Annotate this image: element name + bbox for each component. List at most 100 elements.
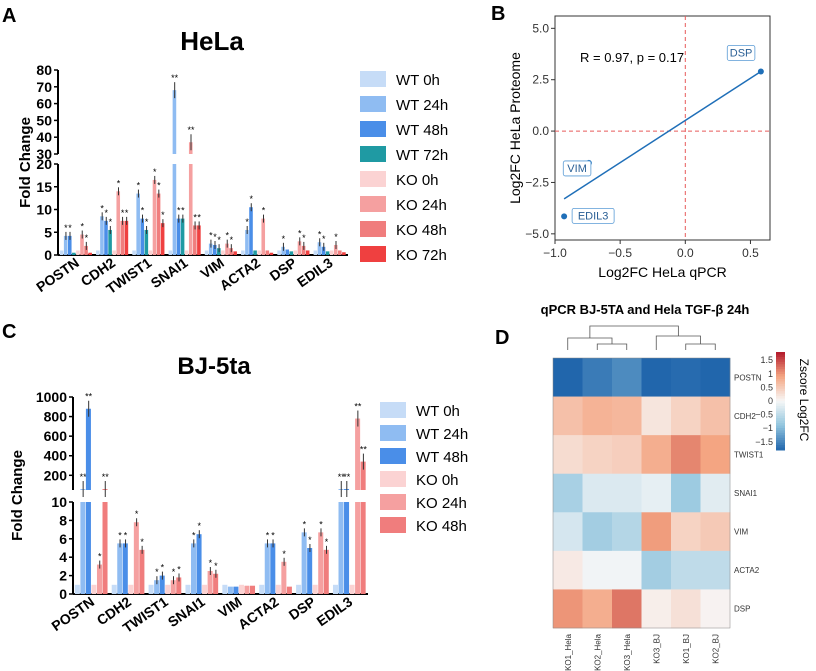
bar-ko-24h (355, 502, 361, 594)
legend-label: WT 24h (396, 97, 448, 114)
bar-wt-48h (321, 246, 326, 255)
y-tick-label: 2 (59, 568, 67, 584)
significance-mark: * (153, 167, 157, 177)
y-tick-label: 10 (36, 202, 52, 218)
panel-a-title: HeLa (180, 26, 244, 56)
row-label: SNAI1 (734, 489, 758, 498)
y-tick-label: 30 (36, 146, 52, 162)
heatmap-cell (700, 396, 731, 436)
significance-mark: * (80, 222, 84, 232)
bar-ko-72h (305, 250, 310, 255)
significance-mark: * (319, 519, 323, 529)
colorbar-segment (776, 381, 785, 385)
bar-wt-24h (191, 543, 197, 594)
y-tick-label: 0 (59, 586, 67, 602)
y-tick-label: 0.0 (532, 124, 549, 138)
heatmap-cell (700, 473, 731, 513)
bar-wt-0h (96, 250, 100, 255)
point-label-box (726, 45, 756, 61)
bar-ko-24h (261, 218, 266, 255)
colorbar-segment (776, 432, 785, 436)
bar-wt-0h (332, 584, 338, 594)
heatmap-cell (612, 550, 642, 590)
bar-wt-24h (63, 235, 68, 255)
significance-mark: * (68, 223, 72, 233)
x-tick-label: −0.5 (608, 246, 632, 260)
panel-b-scatter-plot: −1.0 −0.5 0.0 0.5 −5.0 −2.5 0.0 2.5 5.0 Log2FC He… (507, 15, 771, 280)
significance-mark: * (250, 194, 254, 204)
colorbar-segment (776, 405, 785, 409)
significance-mark: * (282, 234, 286, 244)
legend-swatch (380, 517, 406, 533)
heatmap-cell (612, 512, 642, 552)
bar-wt-48h (85, 502, 91, 594)
row-label: TWIST1 (734, 450, 764, 459)
significance-mark: * (100, 203, 104, 213)
bar-wt-24h (80, 502, 86, 594)
bar-ko-72h (160, 223, 165, 255)
significance-mark: ** (343, 472, 351, 482)
heatmap-cell (582, 550, 613, 590)
bar-upper-ko-24h (355, 418, 361, 490)
category-label: SNAI1 (148, 254, 191, 291)
colorbar-tick-label: −1 (763, 423, 773, 433)
colorbar-segment (776, 364, 785, 368)
point-label: EDIL3 (578, 210, 609, 222)
panel-letter-a: A (2, 5, 16, 27)
significance-mark: * (118, 530, 122, 540)
significance-mark: * (302, 233, 306, 243)
significance-mark: * (209, 231, 213, 241)
legend-label: KO 0h (416, 472, 459, 489)
significance-mark: * (217, 235, 221, 245)
colorbar-tick-label: 0.5 (760, 382, 773, 392)
colorbar-segment (776, 383, 785, 387)
bar-wt-48h (249, 207, 253, 255)
legend-swatch (380, 471, 406, 487)
row-label: ACTA2 (734, 566, 760, 575)
legend-label: KO 24h (416, 495, 467, 512)
heatmap-cell (582, 358, 613, 397)
bar-ko-48h (120, 220, 125, 255)
bar-wt-24h (136, 193, 140, 255)
colorbar-segment (776, 435, 785, 439)
colorbar-segment (776, 440, 785, 444)
colorbar-segment (776, 361, 785, 365)
significance-mark: * (198, 521, 202, 531)
heatmap-cell (641, 512, 672, 552)
bar-wt-72h (144, 229, 149, 255)
y-tick-label: 80 (36, 62, 52, 78)
colorbar-segment (776, 356, 785, 360)
bar-ko-24h (152, 179, 157, 255)
bar-ko-0h (221, 250, 225, 255)
bar-ko-48h (102, 502, 108, 594)
significance-mark: * (140, 537, 144, 547)
bar-ko-48h (250, 585, 256, 594)
bar-ko-48h (139, 549, 145, 594)
bar-ko-0h (238, 584, 244, 594)
bar-wt-0h (296, 584, 302, 594)
bar-ko-0h (257, 250, 261, 255)
y-tick-label: 20 (36, 156, 52, 172)
row-label: CDH2 (734, 412, 756, 421)
bar-ko-24h (207, 571, 213, 594)
bar-ko-24h (188, 164, 193, 255)
significance-mark: * (225, 231, 229, 241)
heatmap-cell (700, 435, 731, 475)
significance-mark: * (105, 208, 109, 218)
significance-mark: ** (171, 73, 179, 83)
legend-swatch (380, 448, 406, 464)
colorbar-segment (776, 415, 785, 419)
category-label: POSTN (33, 254, 82, 295)
legend-label: WT 24h (416, 426, 468, 443)
category-label: DSP (286, 593, 319, 623)
bar-ko-0h (184, 250, 189, 255)
x-tick-label: 0.5 (742, 246, 759, 260)
legend-label: WT 0h (416, 403, 460, 420)
bar-ko-72h (88, 252, 92, 255)
y-tick-label: 50 (36, 112, 52, 128)
significance-mark: * (145, 217, 149, 227)
colorbar-segment (776, 352, 785, 355)
y-tick-label: 10 (51, 494, 67, 510)
bar-wt-48h (233, 586, 239, 594)
